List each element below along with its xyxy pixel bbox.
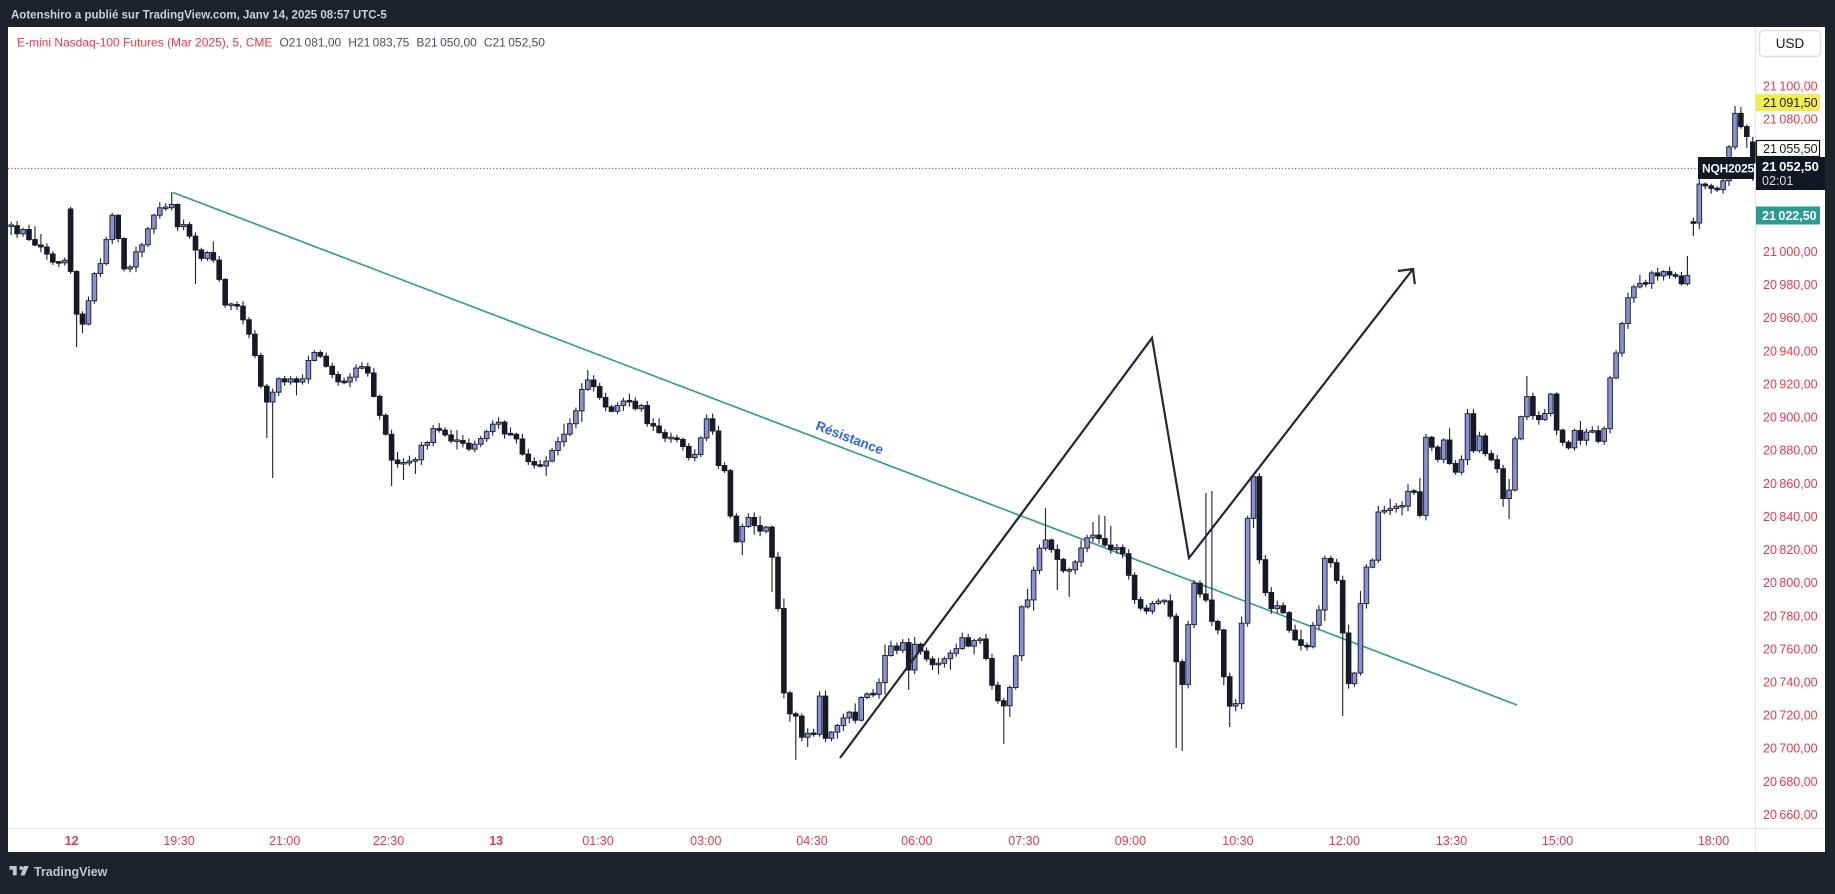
svg-text:20 740,00: 20 740,00 (1763, 676, 1818, 690)
svg-text:20 920,00: 20 920,00 (1763, 377, 1818, 391)
svg-text:07:30: 07:30 (1008, 834, 1039, 848)
svg-text:20 900,00: 20 900,00 (1763, 411, 1818, 425)
svg-text:06:00: 06:00 (901, 834, 932, 848)
svg-text:20 680,00: 20 680,00 (1763, 775, 1818, 789)
svg-text:Aotenshiro a publié sur Tradin: Aotenshiro a publié sur TradingView.com,… (11, 10, 387, 22)
svg-text:21 091,50: 21 091,50 (1763, 96, 1818, 110)
svg-text:21 100,00: 21 100,00 (1763, 79, 1818, 93)
svg-text:USD: USD (1776, 36, 1805, 51)
svg-text:04:30: 04:30 (796, 834, 827, 848)
svg-text:21 052,50: 21 052,50 (1762, 159, 1819, 174)
svg-text:10:30: 10:30 (1222, 834, 1253, 848)
svg-text:NQH2025: NQH2025 (1702, 162, 1754, 176)
svg-text:22:30: 22:30 (373, 834, 404, 848)
svg-text:12: 12 (65, 834, 79, 848)
svg-text:20 720,00: 20 720,00 (1763, 709, 1818, 723)
svg-text:21:00: 21:00 (269, 834, 300, 848)
svg-text:20 880,00: 20 880,00 (1763, 444, 1818, 458)
svg-text:20 820,00: 20 820,00 (1763, 543, 1818, 557)
svg-text:13: 13 (489, 834, 503, 848)
svg-text:20 760,00: 20 760,00 (1763, 642, 1818, 656)
svg-text:20 960,00: 20 960,00 (1763, 311, 1818, 325)
svg-text:01:30: 01:30 (582, 834, 613, 848)
svg-text:20 940,00: 20 940,00 (1763, 344, 1818, 358)
svg-text:20 840,00: 20 840,00 (1763, 510, 1818, 524)
svg-text:20 860,00: 20 860,00 (1763, 477, 1818, 491)
svg-text:20 800,00: 20 800,00 (1763, 576, 1818, 590)
svg-text:20 980,00: 20 980,00 (1763, 278, 1818, 292)
svg-text:15:00: 15:00 (1542, 834, 1573, 848)
svg-text:20 660,00: 20 660,00 (1763, 808, 1818, 822)
svg-text:E-mini Nasdaq-100 Futures (Mar: E-mini Nasdaq-100 Futures (Mar 2025), 5,… (17, 36, 545, 50)
svg-text:12:00: 12:00 (1329, 834, 1360, 848)
svg-text:03:00: 03:00 (690, 834, 721, 848)
svg-text:13:30: 13:30 (1436, 834, 1467, 848)
svg-text:19:30: 19:30 (163, 834, 194, 848)
svg-text:21 022,50: 21 022,50 (1762, 209, 1817, 223)
svg-text:20 700,00: 20 700,00 (1763, 742, 1818, 756)
svg-text:20 780,00: 20 780,00 (1763, 609, 1818, 623)
svg-text:02:01: 02:01 (1762, 174, 1793, 188)
svg-text:21 080,00: 21 080,00 (1763, 113, 1818, 127)
svg-text:21 000,00: 21 000,00 (1763, 245, 1818, 259)
svg-text:21 055,50: 21 055,50 (1763, 142, 1818, 156)
svg-text:09:00: 09:00 (1115, 834, 1146, 848)
svg-text:TradingView: TradingView (34, 865, 108, 879)
svg-text:18:00: 18:00 (1698, 834, 1729, 848)
